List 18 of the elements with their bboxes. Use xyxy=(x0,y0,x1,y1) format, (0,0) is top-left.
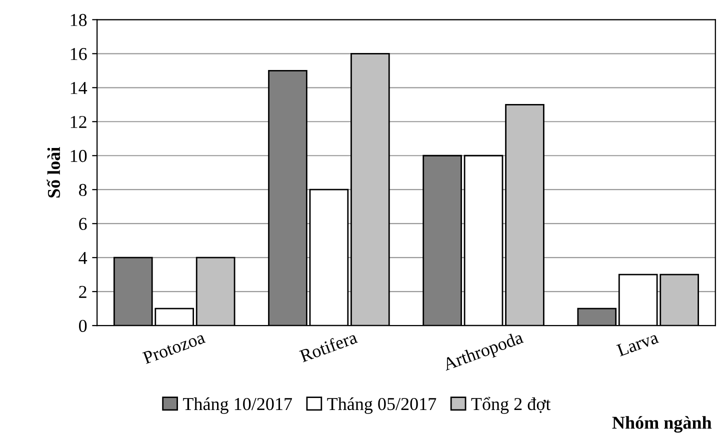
x-tick-label: Rotifera xyxy=(298,330,358,362)
y-tick-label: 12 xyxy=(70,116,86,128)
y-tick-label: 18 xyxy=(70,14,87,26)
x-axis-title: Nhóm ngành xyxy=(612,416,712,433)
y-tick-label: 8 xyxy=(79,184,87,196)
legend-label: Tháng 05/2017 xyxy=(327,397,436,414)
legend-label: Tháng 10/2017 xyxy=(183,397,292,414)
y-axis-title: Số loài xyxy=(46,147,60,198)
x-tick-label: Larva xyxy=(616,331,660,357)
y-tick-label: 2 xyxy=(79,286,86,298)
y-tick-label: 4 xyxy=(78,252,88,264)
y-tick-label: 6 xyxy=(79,218,87,230)
legend-label: Tổng 2 đợt xyxy=(471,396,551,414)
y-tick-label: 16 xyxy=(70,48,87,60)
y-tick-label: 10 xyxy=(70,150,87,162)
y-tick-label: 14 xyxy=(70,82,88,94)
x-tick-label: Protozoa xyxy=(142,331,206,364)
y-tick-label: 0 xyxy=(79,320,87,332)
